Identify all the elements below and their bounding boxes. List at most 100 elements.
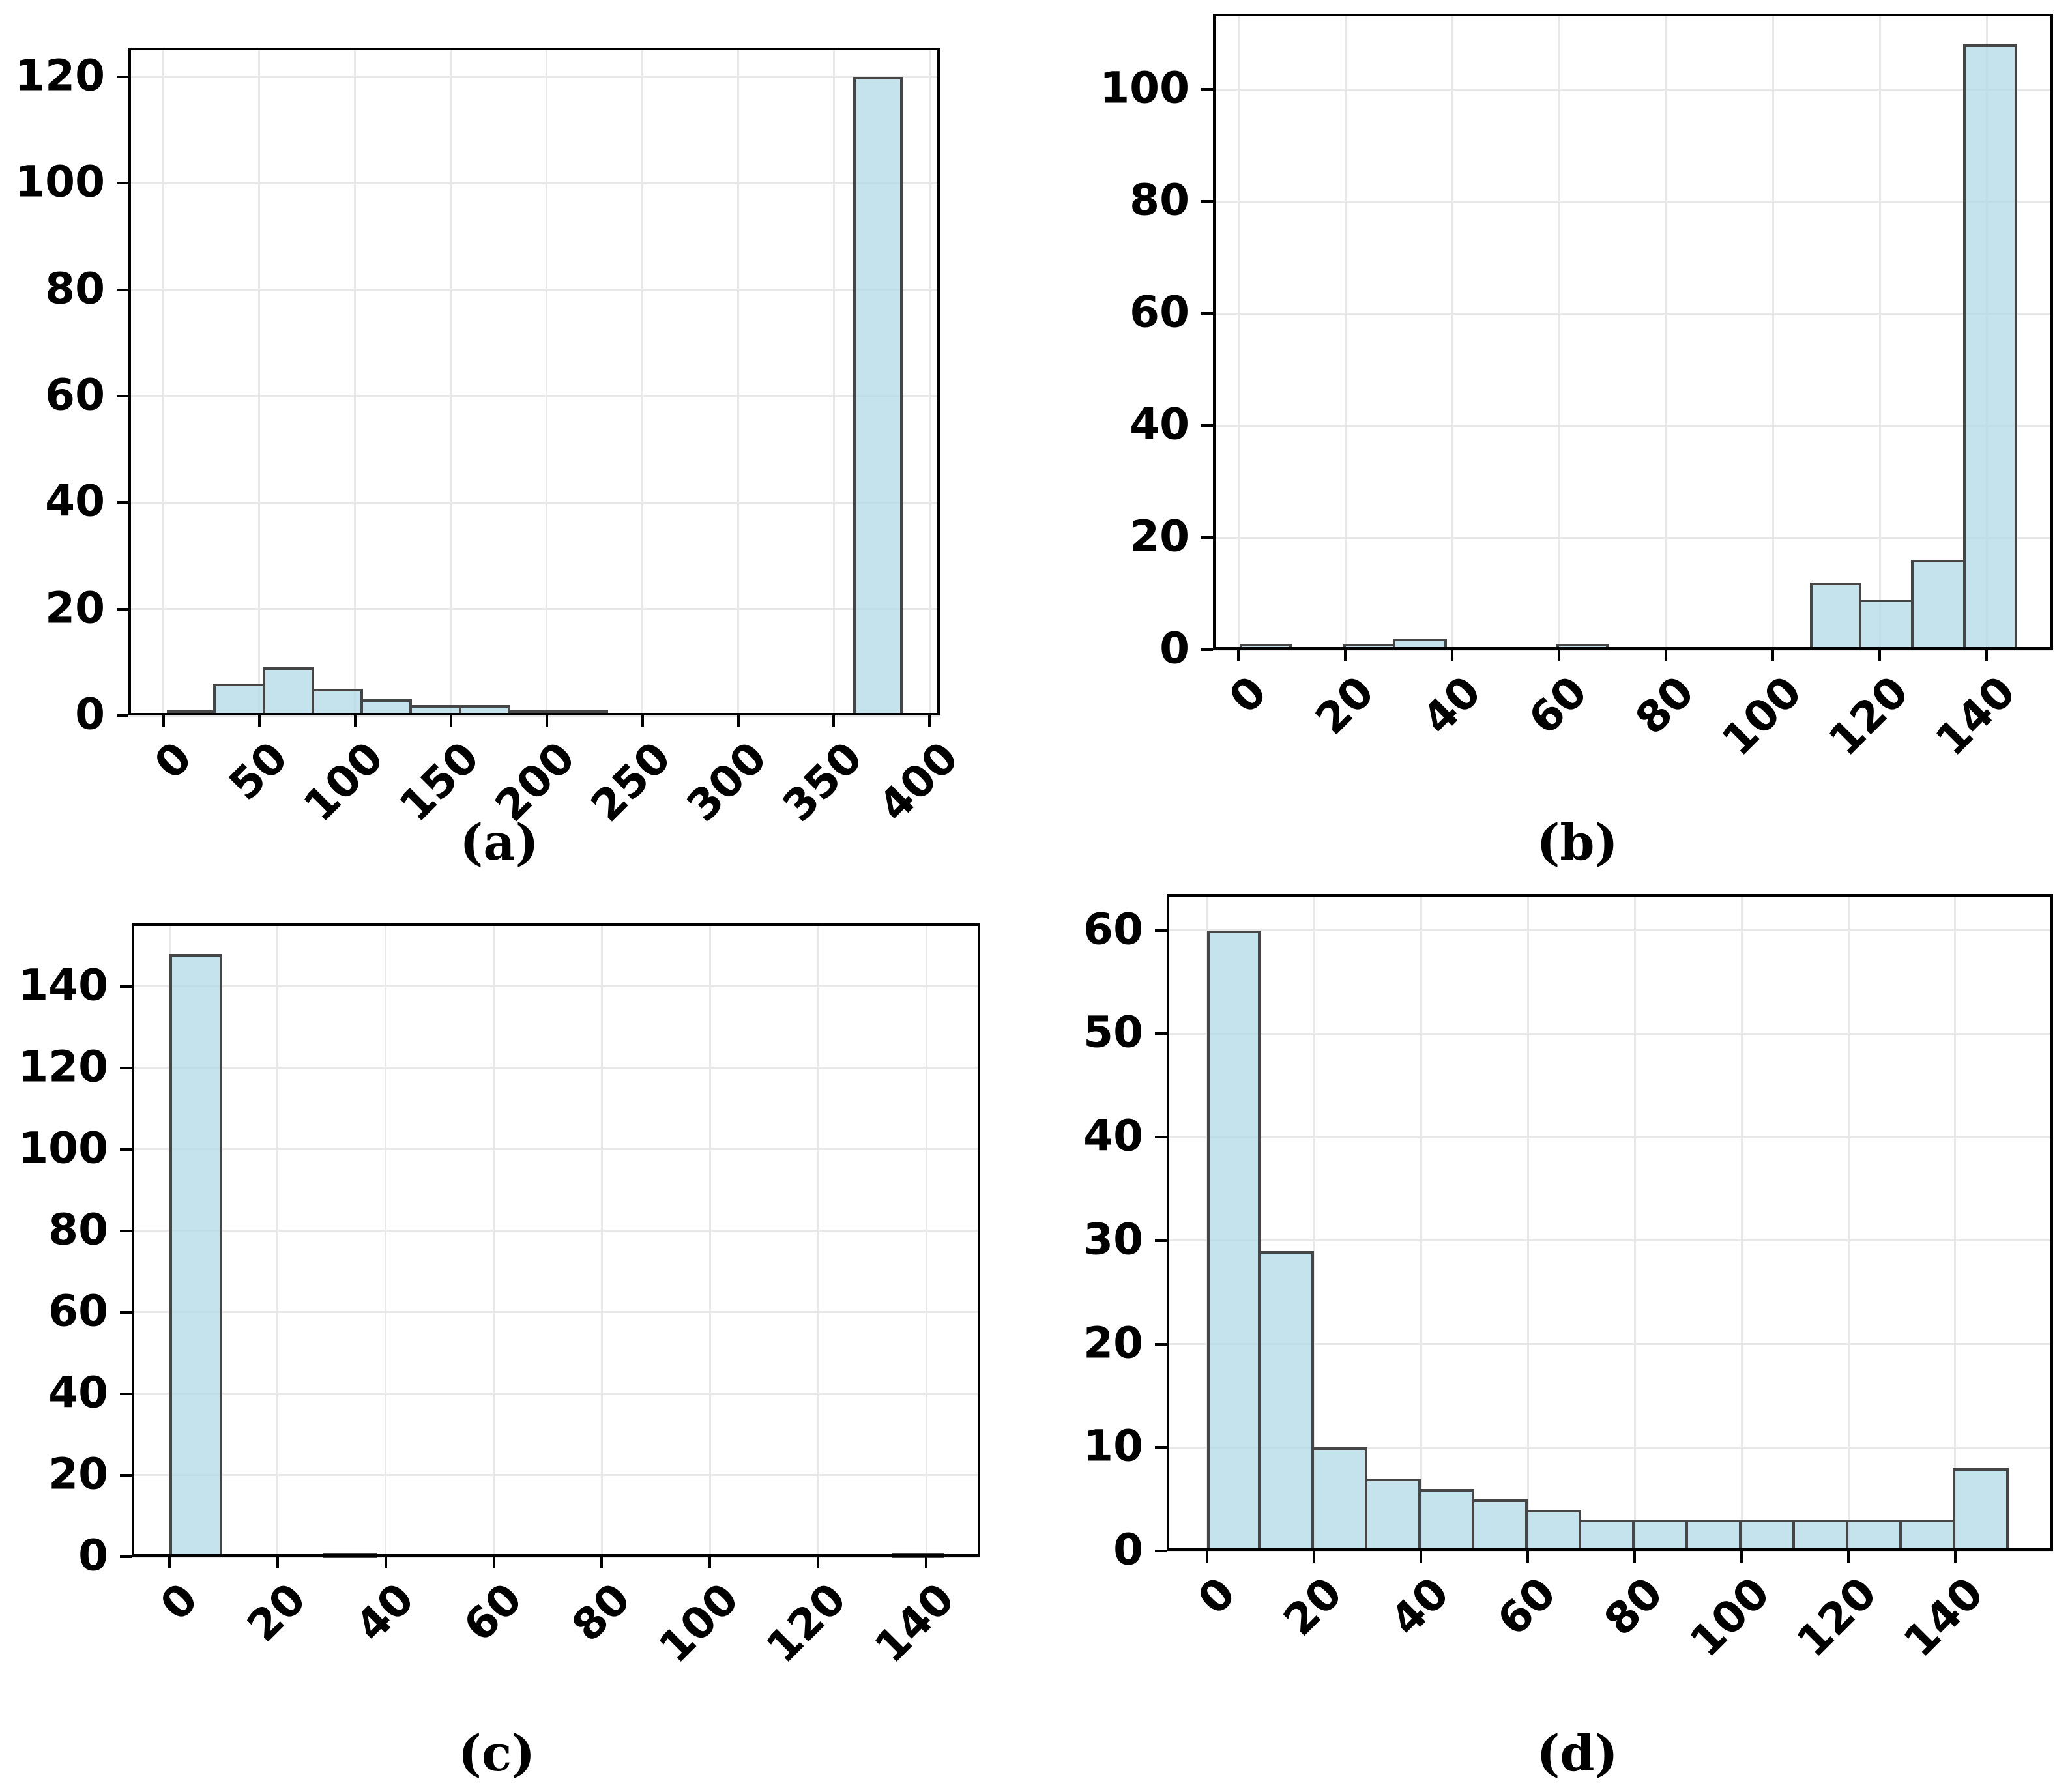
gridline-x-d — [1954, 894, 1957, 1551]
y-tick-label: 100 — [1100, 63, 1189, 113]
gridline-y-a — [128, 608, 940, 611]
gridline-x-d — [1740, 894, 1743, 1551]
x-tick-label: 0 — [1219, 666, 1277, 723]
plot-area-a — [128, 48, 940, 717]
x-tick-mark — [1847, 1551, 1850, 1563]
y-tick-mark — [117, 394, 128, 397]
histogram-bar — [1632, 1520, 1689, 1551]
gridline-y-a — [128, 395, 940, 397]
y-tick-mark — [120, 1392, 132, 1395]
x-tick-label: 0 — [151, 1573, 208, 1630]
histogram-bar — [213, 683, 265, 715]
histogram-bar — [1311, 1447, 1368, 1551]
x-tick-label: 60 — [1519, 666, 1597, 745]
gridline-y-c — [132, 1474, 980, 1477]
histogram-bar — [1685, 1520, 1742, 1551]
x-tick-label: 120 — [1787, 1567, 1887, 1667]
y-tick-mark — [1155, 929, 1167, 932]
gridline-y-b — [1213, 88, 2053, 91]
x-tick-label: 400 — [868, 732, 968, 831]
x-tick-label: 250 — [581, 732, 680, 831]
gridline-y-d — [1167, 929, 2053, 932]
y-tick-label: 60 — [1130, 287, 1189, 338]
x-tick-mark — [384, 1557, 387, 1568]
y-tick-label: 20 — [45, 583, 105, 633]
plot-area-d — [1167, 894, 2053, 1552]
y-tick-mark — [120, 1555, 132, 1558]
x-tick-mark — [1558, 650, 1561, 661]
x-tick-mark — [1665, 650, 1668, 661]
y-tick-mark — [120, 985, 132, 988]
histogram-bar — [1472, 1499, 1528, 1551]
gridline-x-b — [1665, 14, 1667, 650]
histogram-bar — [169, 953, 222, 1557]
histogram-bar — [1846, 1520, 1902, 1551]
x-tick-label: 350 — [772, 732, 872, 831]
gridline-x-a — [737, 48, 739, 715]
y-tick-label: 50 — [1083, 1007, 1143, 1058]
y-tick-label: 140 — [18, 960, 108, 1011]
histogram-bar — [1258, 1250, 1315, 1551]
x-tick-label: 100 — [1680, 1567, 1780, 1667]
y-tick-mark — [1155, 1342, 1167, 1346]
x-tick-label: 20 — [1274, 1567, 1352, 1646]
gridline-x-c — [493, 923, 495, 1557]
gridline-x-d — [1420, 894, 1422, 1551]
x-tick-mark — [708, 1557, 712, 1568]
gridline-x-d — [1847, 894, 1850, 1551]
gridline-y-c — [132, 1393, 980, 1395]
histogram-bar — [557, 710, 609, 715]
histogram-bar — [311, 689, 364, 715]
gridline-x-c — [600, 923, 603, 1557]
axes-box-c — [132, 923, 980, 1557]
gridline-y-c — [132, 1311, 980, 1314]
gridline-y-c — [132, 1148, 980, 1151]
gridline-y-c — [132, 1067, 980, 1069]
x-tick-mark — [600, 1557, 604, 1568]
y-tick-label: 60 — [1083, 904, 1143, 955]
y-tick-label: 0 — [1159, 623, 1189, 674]
gridline-y-c — [132, 985, 980, 988]
gridline-x-b — [1558, 14, 1560, 650]
gridline-x-c — [708, 923, 711, 1557]
y-tick-label: 30 — [1083, 1214, 1143, 1265]
x-tick-mark — [1878, 650, 1882, 661]
gridline-x-b — [1878, 14, 1881, 650]
gridline-y-d — [1167, 1446, 2053, 1449]
gridline-y-c — [132, 1230, 980, 1232]
gridline-y-a — [128, 501, 940, 504]
y-tick-label: 40 — [1083, 1110, 1143, 1161]
gridline-y-b — [1213, 424, 2053, 427]
y-tick-mark — [1155, 1550, 1167, 1552]
caption-a: (a) — [459, 813, 539, 871]
y-tick-label: 0 — [1113, 1524, 1143, 1575]
histogram-bar — [1239, 644, 1292, 650]
gridline-x-d — [1313, 894, 1315, 1551]
gridline-x-a — [258, 48, 261, 715]
axes-box-a — [128, 48, 940, 715]
y-tick-label: 100 — [18, 1123, 108, 1174]
x-tick-label: 120 — [757, 1573, 856, 1673]
gridline-y-d — [1167, 1136, 2053, 1138]
x-tick-mark — [545, 715, 548, 727]
x-tick-label: 140 — [1925, 666, 2025, 766]
x-tick-label: 300 — [677, 732, 776, 831]
gridline-x-a — [546, 48, 548, 715]
y-tick-label: 40 — [1130, 399, 1189, 450]
y-tick-label: 60 — [45, 369, 105, 420]
x-tick-label: 100 — [1712, 666, 1811, 766]
y-tick-label: 0 — [75, 689, 105, 740]
x-tick-label: 140 — [865, 1573, 965, 1673]
gridline-y-a — [128, 289, 940, 291]
histogram-bar — [262, 667, 314, 715]
gridline-x-a — [354, 48, 357, 715]
y-tick-mark — [117, 75, 128, 78]
y-tick-label: 120 — [18, 1041, 108, 1092]
gridline-y-d — [1167, 1239, 2053, 1242]
histogram-bar — [1418, 1488, 1475, 1551]
y-tick-mark — [117, 182, 128, 185]
y-tick-mark — [1201, 536, 1213, 540]
histogram-bar — [1962, 44, 2018, 650]
gridline-x-d — [1633, 894, 1636, 1551]
x-tick-mark — [257, 715, 261, 727]
